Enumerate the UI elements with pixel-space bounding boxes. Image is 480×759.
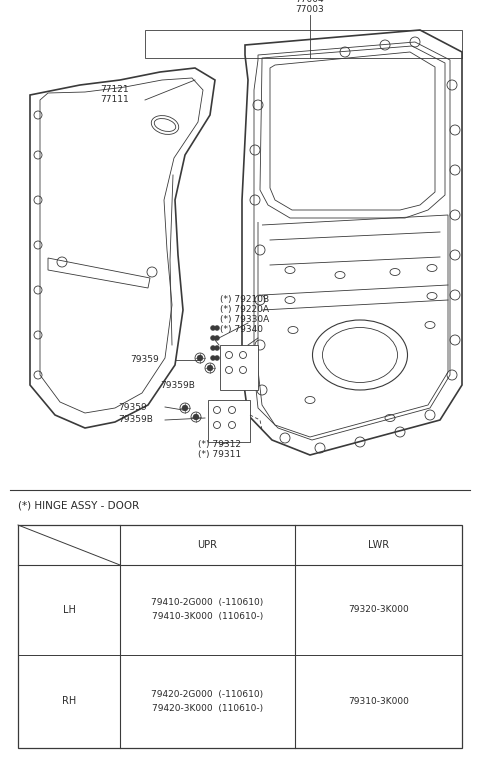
- Text: 79320-3K000: 79320-3K000: [348, 606, 409, 615]
- Circle shape: [211, 335, 216, 341]
- Circle shape: [180, 403, 190, 413]
- Text: (*) 79312: (*) 79312: [198, 440, 241, 449]
- Text: 77003: 77003: [295, 5, 324, 14]
- Text: LWR: LWR: [368, 540, 389, 550]
- Text: UPR: UPR: [197, 540, 217, 550]
- Circle shape: [211, 355, 216, 361]
- Circle shape: [207, 365, 213, 371]
- Text: RH: RH: [62, 697, 76, 707]
- Circle shape: [195, 353, 205, 363]
- Bar: [18, 525, 462, 748]
- Text: (*) 79220A: (*) 79220A: [220, 305, 269, 314]
- Circle shape: [215, 355, 219, 361]
- Text: 79359B: 79359B: [160, 380, 195, 389]
- Text: 77004: 77004: [295, 0, 324, 4]
- Text: 77121: 77121: [100, 85, 129, 94]
- Circle shape: [205, 363, 215, 373]
- Text: 79310-3K000: 79310-3K000: [348, 697, 409, 706]
- Text: 79359B: 79359B: [118, 415, 153, 424]
- Circle shape: [215, 335, 219, 341]
- Text: (*) 79311: (*) 79311: [198, 450, 241, 459]
- Circle shape: [215, 326, 219, 330]
- Text: 79359: 79359: [130, 355, 159, 364]
- Text: (*) HINGE ASSY - DOOR: (*) HINGE ASSY - DOOR: [18, 500, 139, 510]
- Text: (*) 79340: (*) 79340: [220, 325, 263, 334]
- Text: 79410-3K000  (110610-): 79410-3K000 (110610-): [152, 613, 263, 622]
- Text: 79359: 79359: [118, 402, 147, 411]
- Circle shape: [197, 355, 203, 361]
- Circle shape: [211, 326, 216, 330]
- Text: 79410-2G000  (-110610): 79410-2G000 (-110610): [151, 599, 264, 607]
- Bar: [208, 400, 250, 442]
- Bar: [145, 30, 462, 58]
- Circle shape: [211, 345, 216, 351]
- Text: 77111: 77111: [100, 95, 129, 104]
- Text: (*) 79210B: (*) 79210B: [220, 295, 269, 304]
- Text: 79420-2G000  (-110610): 79420-2G000 (-110610): [151, 690, 264, 699]
- Bar: [220, 345, 258, 390]
- Text: 79420-3K000  (110610-): 79420-3K000 (110610-): [152, 704, 263, 713]
- Text: (*) 79330A: (*) 79330A: [220, 315, 269, 324]
- Text: LH: LH: [62, 605, 75, 615]
- Circle shape: [191, 412, 201, 422]
- Circle shape: [182, 405, 188, 411]
- Circle shape: [215, 345, 219, 351]
- Circle shape: [193, 414, 199, 420]
